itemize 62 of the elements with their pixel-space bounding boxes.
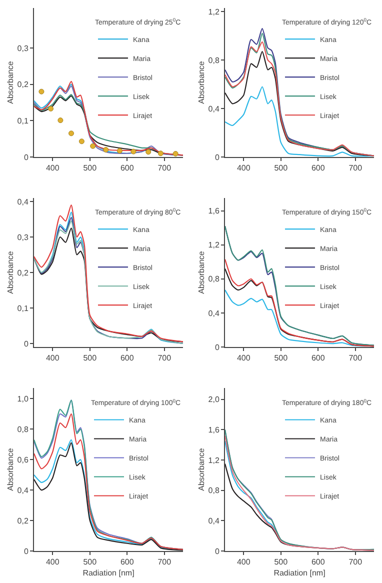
y-axis-title: Absorbance [6, 250, 15, 294]
y-tick-label: 0,8 [208, 274, 220, 284]
y-tick-label: 0,4 [17, 197, 29, 206]
y-tick-label: 1,6 [208, 206, 220, 216]
y-tick-label: 0,4 [17, 486, 29, 495]
x-tick-label: 600 [311, 558, 326, 567]
y-tick-label: 0 [24, 546, 29, 556]
x-tick-label: 400 [46, 354, 60, 363]
y-tick-label: 1,2 [208, 240, 220, 250]
y-tick-label: 1,2 [208, 7, 220, 16]
y-tick-label: 0,3 [17, 44, 29, 53]
x-tick-label: 700 [158, 164, 172, 173]
x-axis-title: Radiation [nm] [82, 568, 134, 578]
x-tick-label: 600 [120, 558, 134, 567]
y-tick-label: 0 [214, 546, 220, 556]
x-tick-label: 400 [46, 558, 60, 567]
y-tick-label: 0 [214, 152, 220, 162]
y-tick-label: 0,6 [17, 455, 29, 464]
y-tick-label: 2,0 [208, 395, 220, 404]
x-tick-label: 500 [274, 558, 288, 567]
x-tick-label: 600 [120, 354, 134, 363]
y-tick-label: 0 [24, 339, 29, 348]
x-tick-label: 700 [158, 558, 172, 567]
x-tick-label: 500 [83, 558, 98, 567]
x-tick-label: 400 [46, 164, 60, 173]
x-tick-label: 700 [158, 354, 172, 363]
x-axis-title: Radiation [nm] [274, 568, 326, 578]
x-tick-label: 600 [311, 164, 326, 173]
x-tick-label: 400 [236, 354, 251, 363]
y-axis-title: Absorbance [196, 250, 206, 294]
x-tick-label: 500 [83, 164, 98, 173]
x-tick-label: 600 [120, 164, 134, 173]
y-axis-title: Absorbance [6, 60, 15, 104]
x-tick-label: 500 [274, 354, 288, 363]
y-tick-label: 0,4 [208, 104, 220, 114]
y-tick-label: 0,8 [208, 486, 220, 496]
x-tick-label: 700 [348, 354, 363, 363]
y-tick-label: 0,3 [17, 232, 29, 242]
y-tick-label: 0,1 [17, 304, 29, 313]
y-tick-label: 0,2 [17, 80, 29, 90]
y-tick-label: 1,6 [208, 426, 220, 434]
x-tick-label: 400 [236, 558, 251, 567]
y-tick-label: 0,1 [17, 116, 29, 126]
y-tick-label: 0,4 [208, 308, 220, 318]
x-tick-label: 500 [274, 164, 288, 173]
y-tick-label: 0,8 [208, 56, 220, 65]
x-tick-label: 700 [348, 558, 363, 567]
x-tick-label: 500 [83, 354, 98, 363]
y-tick-label: 0 [214, 342, 220, 352]
x-tick-label: 400 [236, 164, 251, 173]
y-axis-title: Absorbance [196, 448, 206, 491]
y-tick-label: 0,4 [208, 516, 220, 526]
y-axis-title: Absorbance [6, 448, 15, 491]
x-tick-label: 600 [311, 354, 326, 363]
y-tick-label: 0,8 [17, 424, 29, 434]
y-tick-label: 0,2 [17, 516, 29, 526]
x-tick-label: 700 [348, 164, 363, 173]
y-tick-label: 1,0 [17, 394, 29, 404]
y-tick-label: 0 [24, 152, 29, 162]
y-tick-label: 0,2 [17, 268, 29, 278]
y-tick-label: 1,2 [208, 456, 220, 465]
y-axis-title: Absorbance [196, 60, 206, 104]
